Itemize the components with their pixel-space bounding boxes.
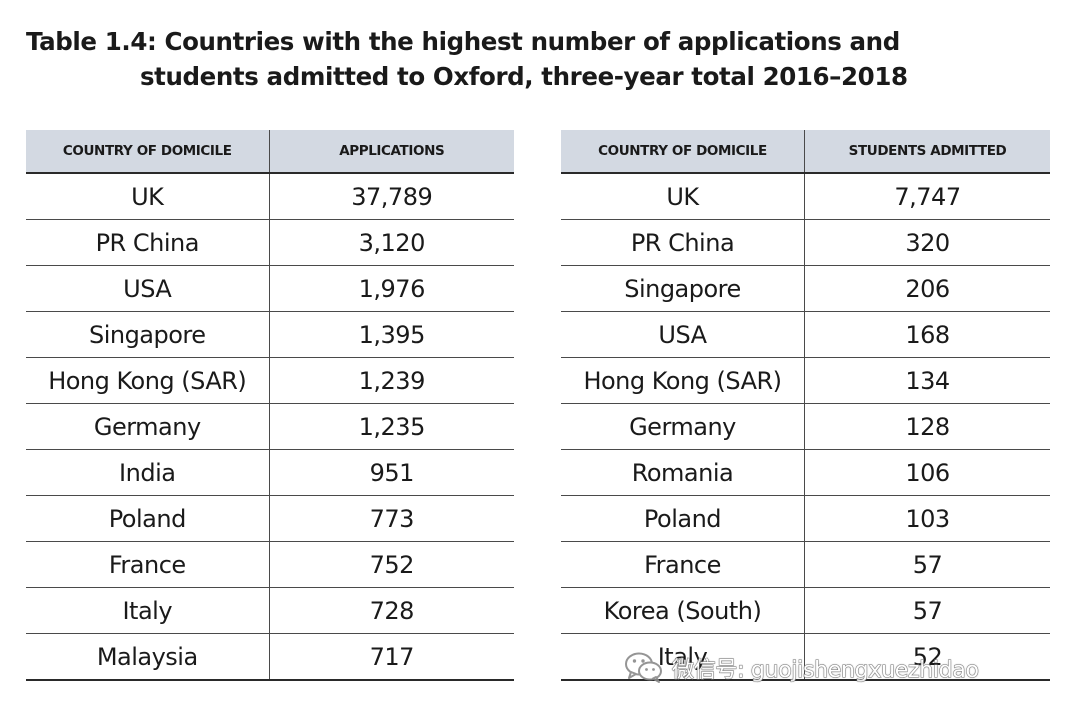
admitted-header-row: COUNTRY OF DOMICILE STUDENTS ADMITTED <box>561 130 1050 174</box>
admitted-row: Romania 106 <box>561 449 1050 496</box>
applications-row: UK 37,789 <box>26 173 514 220</box>
header-students-admitted: STUDENTS ADMITTED <box>803 130 1050 174</box>
applications-count-cell: 1,395 <box>268 311 514 358</box>
students-admitted-cell: 106 <box>803 449 1050 496</box>
applications-row: Poland 773 <box>26 495 514 542</box>
country-cell: Romania <box>561 449 805 496</box>
students-admitted-cell: 320 <box>803 219 1050 266</box>
country-cell: USA <box>26 265 269 312</box>
applications-row: Singapore 1,395 <box>26 311 514 358</box>
applications-row: Italy 728 <box>26 587 514 634</box>
applications-count-cell: 1,239 <box>268 357 514 404</box>
students-admitted-cell: 57 <box>803 587 1050 634</box>
students-admitted-cell: 7,747 <box>803 173 1050 220</box>
applications-row: PR China 3,120 <box>26 219 514 266</box>
admitted-row: Singapore 206 <box>561 265 1050 312</box>
students-admitted-cell: 52 <box>803 633 1050 681</box>
admitted-table-body: UK 7,747 PR China 320 Singapore 206 USA 168 Hong… <box>561 173 1050 681</box>
admitted-row: UK 7,747 <box>561 173 1050 220</box>
students-admitted-cell: 206 <box>803 265 1050 312</box>
country-cell: Singapore <box>26 311 269 358</box>
applications-row: Hong Kong (SAR) 1,239 <box>26 357 514 404</box>
country-cell: Singapore <box>561 265 805 312</box>
country-cell: France <box>26 541 269 588</box>
title-line-2: students admitted to Oxford, three-year … <box>140 62 908 91</box>
applications-count-cell: 752 <box>268 541 514 588</box>
watermark-text: 微信号: guojishengxuezhidao <box>671 657 979 683</box>
students-admitted-cell: 128 <box>803 403 1050 450</box>
header-applications: APPLICATIONS <box>268 130 514 174</box>
applications-table: COUNTRY OF DOMICILE APPLICATIONS UK 37,78… <box>26 130 514 681</box>
header-country-of-domicile: COUNTRY OF DOMICILE <box>26 130 269 174</box>
country-cell: France <box>561 541 805 588</box>
applications-row: France 752 <box>26 541 514 588</box>
country-cell: USA <box>561 311 805 358</box>
country-cell: India <box>26 449 269 496</box>
applications-count-cell: 3,120 <box>268 219 514 266</box>
wechat-icon <box>624 651 664 685</box>
students-admitted-cell: 103 <box>803 495 1050 542</box>
applications-count-cell: 1,235 <box>268 403 514 450</box>
country-cell: Germany <box>26 403 269 450</box>
admitted-row: Italy 52 <box>561 633 1050 681</box>
country-cell: Italy <box>26 587 269 634</box>
students-admitted-cell: 57 <box>803 541 1050 588</box>
applications-count-cell: 728 <box>268 587 514 634</box>
country-cell: Hong Kong (SAR) <box>561 357 805 404</box>
table-title: Table 1.4: Countries with the highest nu… <box>26 24 908 94</box>
country-cell: UK <box>561 173 805 220</box>
country-cell: Poland <box>26 495 269 542</box>
applications-header-row: COUNTRY OF DOMICILE APPLICATIONS <box>26 130 514 174</box>
admitted-row: PR China 320 <box>561 219 1050 266</box>
applications-count-cell: 773 <box>268 495 514 542</box>
admitted-row: Poland 103 <box>561 495 1050 542</box>
applications-row: Germany 1,235 <box>26 403 514 450</box>
students-admitted-cell: 168 <box>803 311 1050 358</box>
students-admitted-cell: 134 <box>803 357 1050 404</box>
country-cell: PR China <box>26 219 269 266</box>
country-cell: Hong Kong (SAR) <box>26 357 269 404</box>
header-country-of-domicile: COUNTRY OF DOMICILE <box>561 130 805 174</box>
country-cell: Korea (South) <box>561 587 805 634</box>
wechat-watermark: 微信号: guojishengxuezhidao <box>624 648 980 688</box>
country-cell: Germany <box>561 403 805 450</box>
applications-count-cell: 37,789 <box>268 173 514 220</box>
country-cell: Malaysia <box>26 633 269 681</box>
country-cell: PR China <box>561 219 805 266</box>
country-cell: Italy <box>561 633 805 681</box>
admitted-row: USA 168 <box>561 311 1050 358</box>
students-admitted-table: COUNTRY OF DOMICILE STUDENTS ADMITTED UK… <box>561 130 1050 681</box>
applications-count-cell: 951 <box>268 449 514 496</box>
applications-row: India 951 <box>26 449 514 496</box>
title-line-1: Table 1.4: Countries with the highest nu… <box>26 27 900 56</box>
applications-row: USA 1,976 <box>26 265 514 312</box>
admitted-row: Germany 128 <box>561 403 1050 450</box>
country-cell: UK <box>26 173 269 220</box>
applications-count-cell: 717 <box>268 633 514 681</box>
admitted-row: Korea (South) 57 <box>561 587 1050 634</box>
country-cell: Poland <box>561 495 805 542</box>
applications-row: Malaysia 717 <box>26 633 514 681</box>
applications-table-body: UK 37,789 PR China 3,120 USA 1,976 Singapore 1,… <box>26 173 514 681</box>
admitted-row: France 57 <box>561 541 1050 588</box>
applications-count-cell: 1,976 <box>268 265 514 312</box>
admitted-row: Hong Kong (SAR) 134 <box>561 357 1050 404</box>
